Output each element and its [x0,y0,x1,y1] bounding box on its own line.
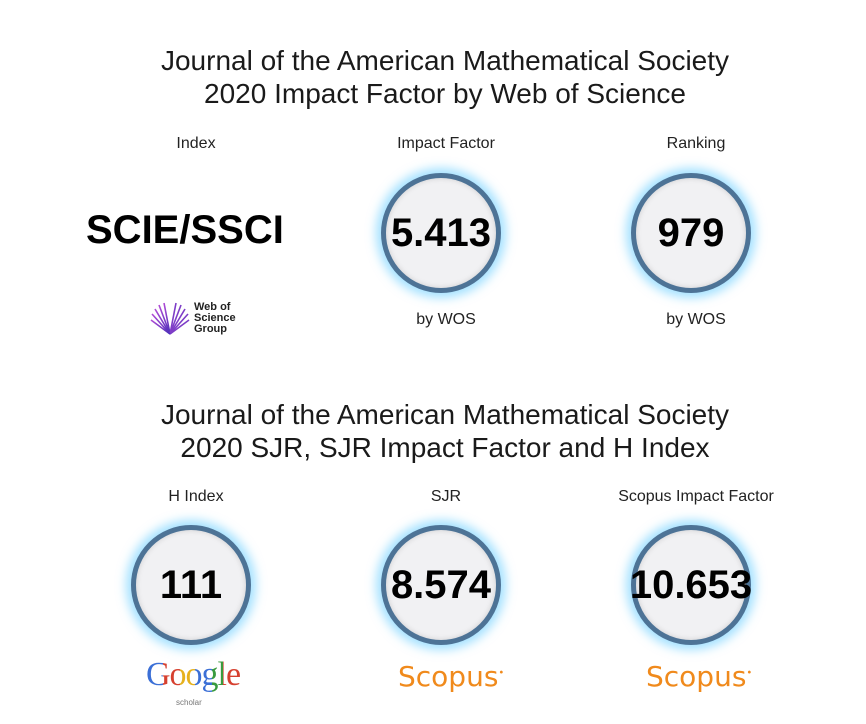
sjr-title-line1: Journal of the American Mathematical Soc… [160,399,730,430]
scopus-logo-text-2: Scopus [646,660,747,693]
wos-fan-icon [150,302,190,335]
web-of-science-logo: Web of Science Group [150,300,236,336]
sjr-value: 8.574 [390,562,492,607]
impact-factor-circle: 5.413 [381,173,501,293]
wos-title-line1: Journal of the American Mathematical Soc… [160,45,730,76]
scopus-impact-factor-value: 10.653 [629,562,753,607]
impact-factor-source: by WOS [416,311,476,328]
wos-logo-line2: Science [194,311,236,324]
sjr-title-line2: 2020 SJR, SJR Impact Factor and H Index [180,432,710,463]
scopus-logo-text: Scopus [398,660,499,693]
ranking-source: by WOS [666,311,726,328]
index-value: SCIE/SSCI [86,208,284,252]
google-logo-text: Google [146,656,241,693]
ranking-value: 979 [657,210,725,255]
index-label: Index [176,135,216,152]
scopus-impact-factor-label: Scopus Impact Factor [618,488,774,505]
wos-title-line2: 2020 Impact Factor by Web of Science [204,78,686,109]
google-scholar-logo: Google scholar [146,656,241,708]
scopus-dot-icon-2: • [746,667,753,679]
wos-logo-text: Web of Science Group [194,300,236,335]
scopus-impact-factor-circle: 10.653 [629,525,753,645]
wos-logo-line1: Web of [194,300,231,313]
h-index-value: 111 [159,562,223,607]
sjr-circle: 8.574 [381,525,501,645]
sjr-label: SJR [430,488,462,505]
ranking-circle: 979 [631,173,751,293]
sjr-title: Journal of the American Mathematical Soc… [0,398,866,464]
h-index-label: H Index [168,488,224,505]
scholar-subtext: scholar [176,698,202,707]
ranking-label: Ranking [666,135,726,152]
scopus-logo-impact: Scopus• [646,660,752,693]
wos-title: Journal of the American Mathematical Soc… [0,44,866,110]
wos-logo-line3: Group [194,322,227,335]
impact-factor-label: Impact Factor [397,135,495,152]
impact-factor-value: 5.413 [390,210,492,255]
h-index-circle: 111 [131,525,251,645]
scopus-logo-sjr: Scopus• [398,660,504,693]
scopus-dot-icon: • [498,667,505,679]
